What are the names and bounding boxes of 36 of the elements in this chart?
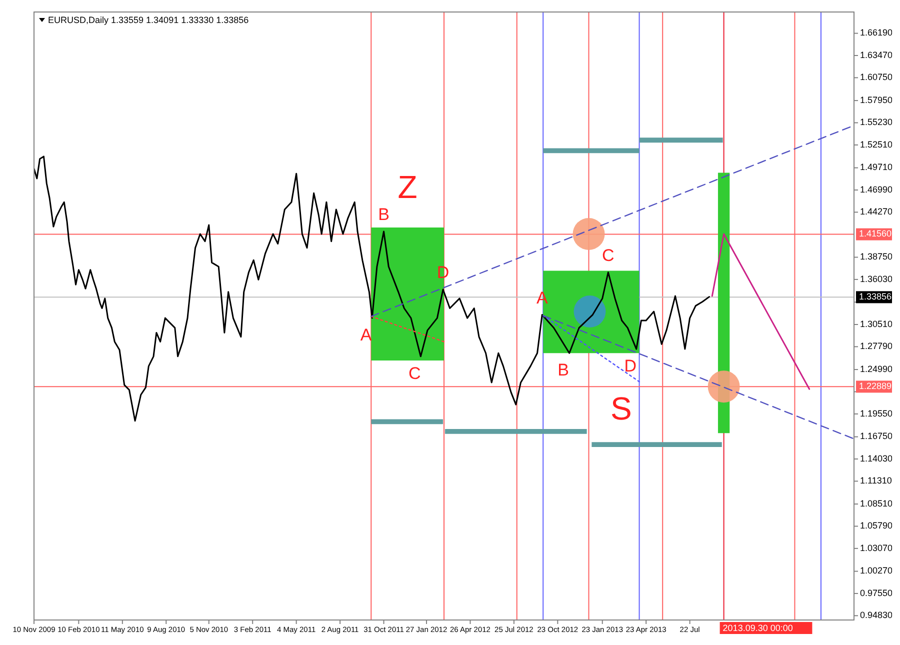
y-tick-label: 1.05790 (860, 520, 893, 531)
chart-title: EURUSD,Daily 1.33559 1.34091 1.33330 1.33856 (48, 15, 249, 25)
y-tick-label: 1.14030 (860, 453, 893, 464)
y-tick-label: 0.94830 (860, 610, 893, 620)
y-tick-label: 1.00270 (860, 566, 893, 576)
annotation: Z (398, 168, 418, 205)
annotation: B (558, 360, 570, 380)
annotation: B (378, 205, 390, 224)
y-tick-label: 1.30510 (860, 318, 893, 329)
y-tick-label: 1.66190 (860, 28, 893, 38)
y-tick-label: 1.16750 (860, 431, 893, 442)
y-tick-label: 1.36030 (860, 274, 893, 284)
y-tick-label: 1.52510 (860, 139, 893, 150)
ref-line-label: 1.33856 (859, 292, 892, 302)
annotation: D (624, 356, 637, 376)
y-tick-label: 1.57950 (860, 94, 893, 105)
ref-line-label: 1.41560 (859, 228, 892, 239)
annotation: C (602, 246, 614, 265)
annotation: S (610, 390, 632, 427)
ref-line-label: 2013.09.30 00:00 (722, 623, 793, 633)
y-tick-label: 1.27790 (860, 341, 893, 352)
y-tick-label: 1.19550 (860, 408, 893, 418)
y-tick-label: 0.97550 (860, 588, 893, 598)
y-tick-label: 1.24990 (860, 364, 893, 374)
y-tick-label: 1.08510 (860, 498, 893, 508)
ref-line-label: 1.22889 (859, 381, 892, 392)
y-tick-label: 1.63470 (860, 50, 893, 60)
y-tick-label: 1.49710 (860, 162, 893, 172)
y-tick-label: 1.55230 (860, 117, 893, 128)
y-tick-label: 1.46990 (860, 184, 893, 194)
y-tick-label: 1.38750 (860, 252, 893, 262)
annotation: C (408, 364, 421, 383)
y-tick-label: 1.44270 (860, 206, 893, 217)
y-tick-label: 1.03070 (860, 542, 893, 553)
y-tick-label: 1.11310 (860, 476, 892, 486)
y-tick-label: 1.60750 (860, 72, 893, 82)
